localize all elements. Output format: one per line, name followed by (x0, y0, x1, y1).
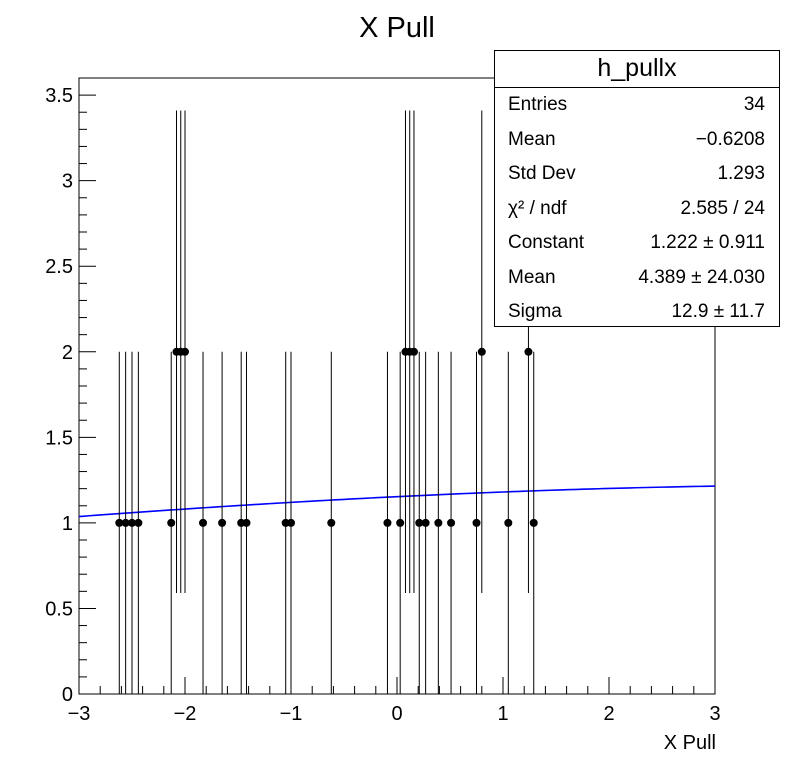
data-point (421, 518, 430, 527)
stats-row-std-dev: Std Dev 1.293 (495, 157, 779, 192)
y-tick-label: 2.5 (45, 256, 73, 278)
axes: −3 −2 −1 0 1 2 3 0 0.5 1 1.5 2 2.5 3 3.5 (45, 77, 721, 725)
x-tick-label: −3 (68, 703, 91, 725)
data-point (218, 518, 227, 527)
y-tick-label: 3.5 (45, 85, 73, 107)
x-axis-label: X Pull (664, 732, 716, 754)
data-point (327, 518, 336, 527)
data-points (115, 110, 538, 694)
y-tick-label: 3 (62, 171, 73, 193)
stats-row-entries: Entries 34 (495, 88, 779, 123)
x-tick-label: −1 (280, 703, 303, 725)
stats-row-sigma: Sigma 12.9 ± 11.7 (495, 295, 779, 330)
stats-value: 1.293 (717, 163, 765, 184)
stats-value: 1.222 ± 0.911 (650, 232, 765, 253)
fit-curve (78, 485, 716, 518)
y-tick-label: 0.5 (45, 598, 73, 620)
data-point (434, 518, 443, 527)
data-point (167, 518, 176, 527)
stats-label: Std Dev (508, 163, 576, 184)
data-point (199, 518, 208, 527)
stats-value: 34 (743, 94, 765, 115)
stats-row-constant: Constant 1.222 ± 0.911 (495, 226, 779, 261)
data-point (524, 347, 533, 356)
stats-row-chi2: χ² / ndf 2.585 / 24 (495, 192, 779, 227)
data-point (477, 347, 486, 356)
data-point (409, 347, 418, 356)
data-point (181, 347, 189, 356)
x-tick-label: 2 (603, 703, 614, 725)
stats-label: Sigma (508, 301, 562, 322)
stats-title: h_pullx (495, 51, 779, 88)
y-tick-label: 1 (62, 513, 73, 535)
x-tick-label: 1 (497, 703, 508, 725)
stats-row-mean: Mean −0.6208 (495, 123, 779, 158)
data-point (128, 518, 136, 527)
data-point (121, 518, 130, 527)
y-tick-label: 1.5 (45, 427, 73, 449)
stats-label: Mean (508, 266, 556, 288)
data-point (383, 518, 392, 527)
stats-row-fit-mean: Mean 4.389 ± 24.030 (495, 261, 779, 296)
stats-label: Mean (508, 128, 556, 150)
data-point (242, 518, 251, 527)
data-point (504, 518, 513, 527)
data-point (287, 518, 295, 527)
stats-label: χ² / ndf (508, 197, 567, 219)
stats-value: 2.585 / 24 (680, 197, 765, 219)
data-point (529, 518, 538, 527)
stats-label: Constant (508, 232, 585, 253)
data-point (447, 518, 456, 527)
x-tick-label: 0 (391, 703, 402, 725)
data-point (415, 518, 424, 527)
fit-curve-group (78, 485, 716, 518)
y-tick-label: 0 (62, 684, 73, 706)
stats-value: 4.389 ± 24.030 (638, 266, 765, 288)
data-point (115, 518, 124, 527)
x-tick-label: −2 (174, 703, 197, 725)
data-point (396, 518, 405, 527)
data-point (134, 518, 143, 527)
x-tick-label: 3 (709, 703, 720, 725)
y-tick-label: 2 (62, 342, 73, 364)
stats-value: 12.9 ± 11.7 (671, 301, 765, 322)
stats-value: −0.6208 (695, 128, 765, 150)
stats-box: h_pullx Entries 34 Mean −0.6208 Std Dev 1.2… (494, 50, 780, 327)
stats-label: Entries (508, 94, 568, 115)
data-point (472, 518, 481, 527)
chart-title: X Pull (359, 12, 435, 44)
